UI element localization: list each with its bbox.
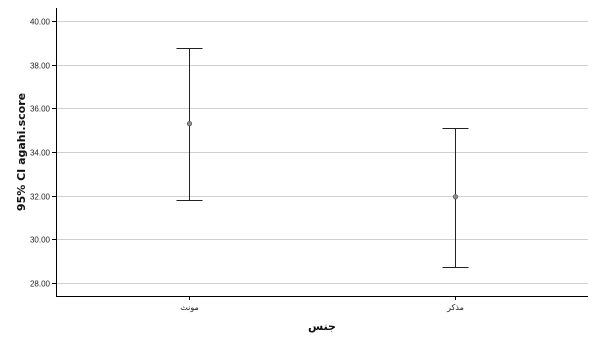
mean-point (186, 121, 193, 127)
y-tick-label: 34.00 (30, 149, 51, 158)
series-layer (176, 48, 469, 268)
y-tick-label: 32.00 (30, 193, 51, 202)
y-axis-title: 95% CI agahi.score (15, 93, 28, 211)
y-tick-label: 38.00 (30, 62, 51, 71)
x-axis-title: جنس (308, 320, 336, 333)
axis-layer: 28.00 30.00 32.00 34.00 36.00 38.00 40.00 مونث م… (30, 8, 588, 312)
y-tick-label: 40.00 (30, 18, 51, 27)
y-tick-label: 28.00 (30, 280, 51, 289)
y-tick-label: 36.00 (30, 105, 51, 114)
x-category-label: مونث (180, 303, 199, 312)
y-tick-label: 30.00 (30, 236, 51, 245)
x-category-label: مذکر (446, 303, 464, 312)
grid-layer (56, 21, 588, 284)
mean-point (452, 194, 459, 200)
